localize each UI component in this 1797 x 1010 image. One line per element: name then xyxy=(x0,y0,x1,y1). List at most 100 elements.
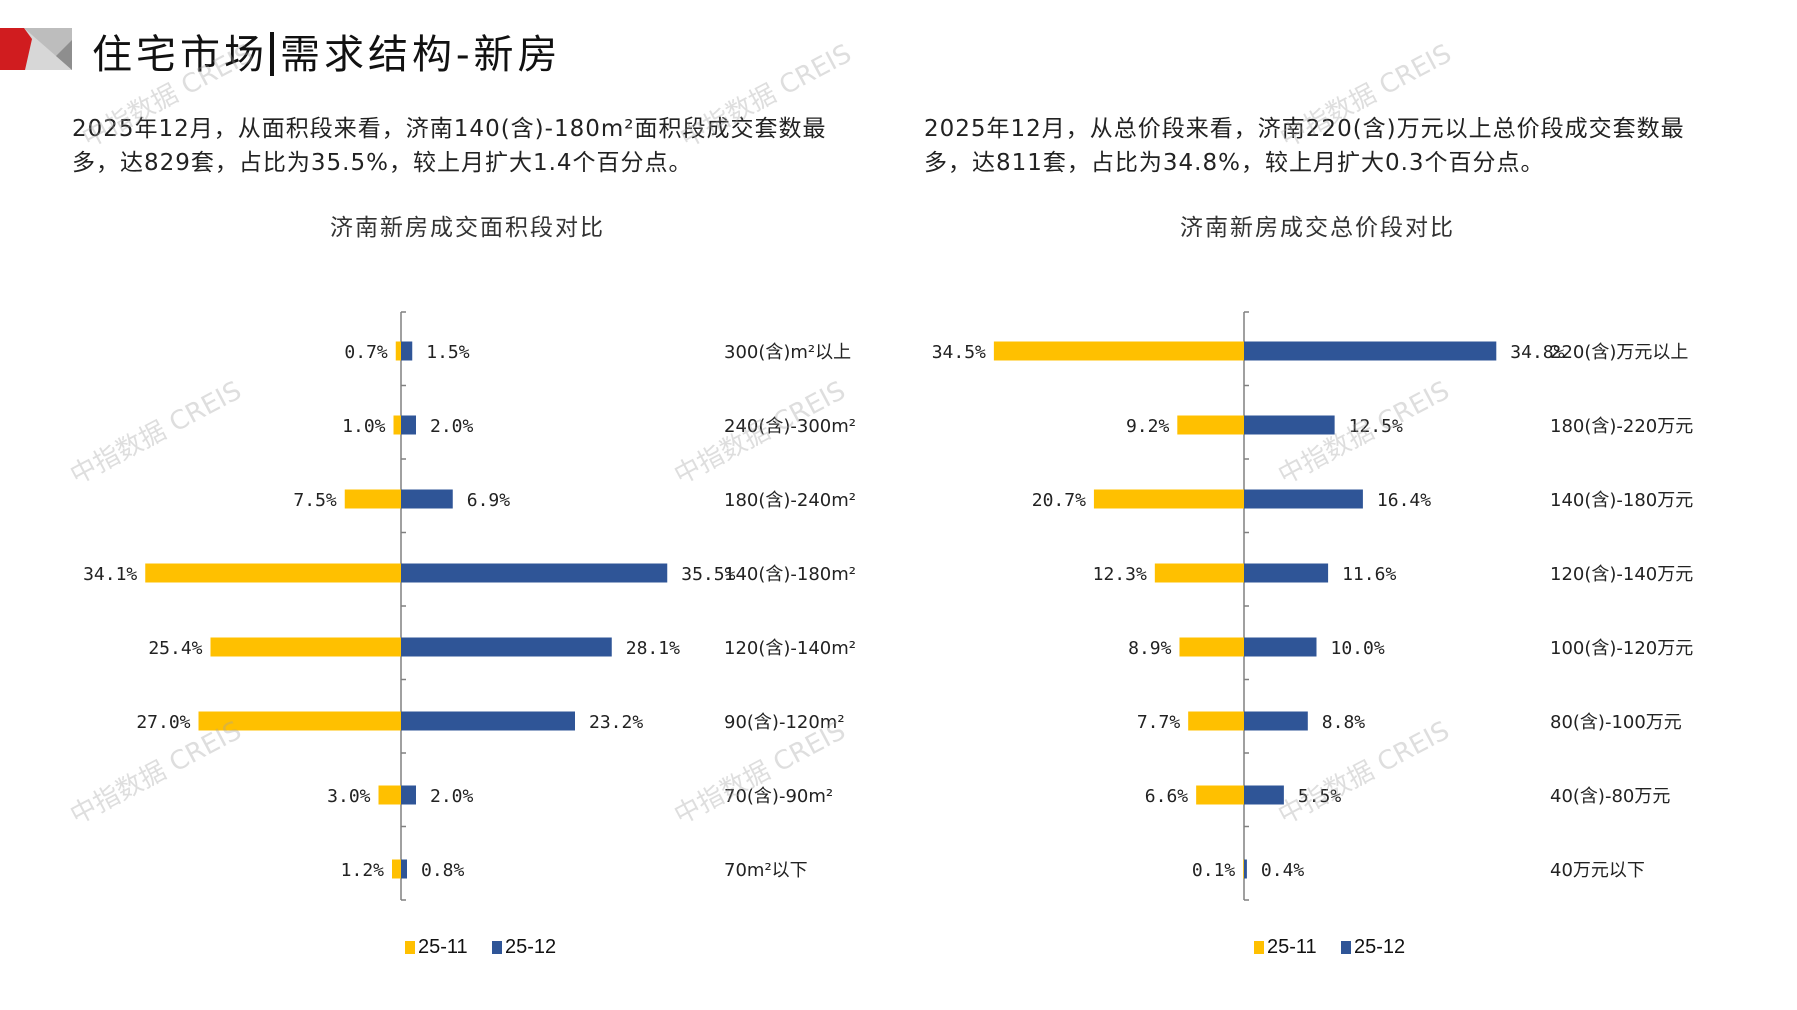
price-legend-label-25-11: 25-11 xyxy=(1267,936,1317,958)
area-legend-swatch-25-12 xyxy=(492,941,502,954)
page-title: 住宅市场 需求结构-新房 xyxy=(92,22,562,80)
area-data-label-25-11: 7.5% xyxy=(293,490,337,511)
price-bar-25-11 xyxy=(993,341,1244,361)
price-bar-25-12 xyxy=(1244,341,1497,361)
price-summary-text: 2025年12月，从总价段来看，济南220(含)万元以上总价段成交套数最多，达8… xyxy=(924,116,1685,176)
area-bar-25-11 xyxy=(344,489,401,509)
page-title-section: 住宅市场 xyxy=(92,32,268,78)
price-category-label: 220(含)万元以上 xyxy=(1550,342,1688,363)
area-data-label-25-11: 3.0% xyxy=(327,786,371,807)
price-data-label-25-11: 9.2% xyxy=(1126,416,1170,437)
area-category-label: 300(含)m²以上 xyxy=(724,342,851,363)
area-category-label: 70(含)-90m² xyxy=(724,786,833,807)
logo-dark-triangle xyxy=(56,40,72,70)
area-bar-25-11 xyxy=(392,859,401,879)
price-bar-25-12 xyxy=(1244,637,1317,657)
area-data-label-25-11: 1.2% xyxy=(341,860,385,881)
price-data-label-25-11: 7.7% xyxy=(1137,712,1181,733)
price-data-label-25-11: 12.3% xyxy=(1093,564,1147,585)
price-data-label-25-12: 10.0% xyxy=(1331,638,1385,659)
price-category-label: 120(含)-140万元 xyxy=(1550,564,1693,585)
price-bar-25-12 xyxy=(1244,859,1247,879)
area-bar-25-11 xyxy=(210,637,401,657)
area-data-label-25-12: 2.0% xyxy=(430,786,474,807)
area-bar-25-12 xyxy=(401,341,413,361)
area-data-label-25-11: 0.7% xyxy=(344,342,388,363)
price-data-label-25-11: 6.6% xyxy=(1145,786,1189,807)
price-bar-25-12 xyxy=(1244,415,1335,435)
price-category-label: 40万元以下 xyxy=(1550,860,1645,881)
price-category-label: 100(含)-120万元 xyxy=(1550,638,1693,659)
price-data-label-25-12: 34.8% xyxy=(1510,342,1564,363)
price-bar-25-11 xyxy=(1154,563,1244,583)
price-bar-25-11 xyxy=(1188,711,1244,731)
area-data-label-25-12: 6.9% xyxy=(467,490,511,511)
price-data-label-25-12: 12.5% xyxy=(1349,416,1403,437)
price-bar-25-12 xyxy=(1244,785,1284,805)
area-bar-25-11 xyxy=(393,415,401,435)
price-bar-25-12 xyxy=(1244,563,1329,583)
area-data-label-25-11: 25.4% xyxy=(148,638,202,659)
price-chart-title: 济南新房成交总价段对比 xyxy=(1180,215,1455,241)
area-data-label-25-11: 34.1% xyxy=(83,564,137,585)
area-data-label-25-12: 1.5% xyxy=(426,342,470,363)
area-category-label: 120(含)-140m² xyxy=(724,638,856,659)
price-category-label: 80(含)-100万元 xyxy=(1550,712,1682,733)
price-bar-25-11 xyxy=(1196,785,1244,805)
price-category-label: 40(含)-80万元 xyxy=(1550,786,1670,807)
price-data-label-25-11: 8.9% xyxy=(1128,638,1172,659)
area-data-label-25-11: 27.0% xyxy=(136,712,190,733)
price-category-label: 140(含)-180万元 xyxy=(1550,490,1693,511)
area-bar-25-11 xyxy=(198,711,401,731)
area-bar-25-11 xyxy=(145,563,401,583)
area-bar-25-11 xyxy=(395,341,401,361)
price-bar-25-12 xyxy=(1244,489,1363,509)
price-data-label-25-11: 20.7% xyxy=(1032,490,1086,511)
page-title-subsection: 需求结构-新房 xyxy=(280,32,562,78)
price-data-label-25-12: 16.4% xyxy=(1377,490,1431,511)
price-category-label: 180(含)-220万元 xyxy=(1550,416,1693,437)
area-legend-swatch-25-11 xyxy=(405,941,415,954)
price-data-label-25-11: 0.1% xyxy=(1192,860,1236,881)
price-data-label-25-12: 5.5% xyxy=(1298,786,1342,807)
logo-red-shape xyxy=(0,28,32,70)
area-bar-25-12 xyxy=(401,563,668,583)
title-separator xyxy=(270,32,274,76)
price-data-label-25-12: 11.6% xyxy=(1342,564,1396,585)
area-chart-title: 济南新房成交面积段对比 xyxy=(330,215,605,241)
area-bar-25-12 xyxy=(401,859,407,879)
price-data-label-25-12: 8.8% xyxy=(1322,712,1366,733)
area-data-label-25-12: 23.2% xyxy=(589,712,643,733)
area-data-label-25-12: 2.0% xyxy=(430,416,474,437)
area-summary-text: 2025年12月，从面积段来看，济南140(含)-180m²面积段成交套数最多，… xyxy=(72,116,827,176)
area-category-label: 140(含)-180m² xyxy=(724,564,856,585)
area-data-label-25-12: 28.1% xyxy=(626,638,680,659)
price-data-label-25-11: 34.5% xyxy=(932,342,986,363)
price-legend-swatch-25-11 xyxy=(1254,941,1264,954)
price-bar-25-11 xyxy=(1093,489,1244,509)
area-bar-25-12 xyxy=(401,489,453,509)
area-bar-25-12 xyxy=(401,637,612,657)
brand-logo xyxy=(0,28,72,70)
area-category-label: 70m²以下 xyxy=(724,860,808,881)
area-category-label: 240(含)-300m² xyxy=(724,416,856,437)
price-bar-25-11 xyxy=(1243,859,1245,879)
area-data-label-25-11: 1.0% xyxy=(342,416,386,437)
area-data-label-25-12: 35.5% xyxy=(681,564,735,585)
price-legend-swatch-25-12 xyxy=(1341,941,1351,954)
area-bar-25-12 xyxy=(401,711,575,731)
area-legend-label-25-12: 25-12 xyxy=(505,936,556,958)
area-category-label: 180(含)-240m² xyxy=(724,490,856,511)
price-bar-25-12 xyxy=(1244,711,1308,731)
area-bar-25-12 xyxy=(401,785,416,805)
price-bar-25-11 xyxy=(1179,637,1244,657)
area-legend-label-25-11: 25-11 xyxy=(418,936,468,958)
price-legend-label-25-12: 25-12 xyxy=(1354,936,1405,958)
price-bar-25-11 xyxy=(1177,415,1244,435)
area-data-label-25-12: 0.8% xyxy=(421,860,465,881)
area-bar-25-12 xyxy=(401,415,416,435)
area-category-label: 90(含)-120m² xyxy=(724,712,845,733)
price-data-label-25-12: 0.4% xyxy=(1261,860,1305,881)
area-bar-25-11 xyxy=(378,785,401,805)
